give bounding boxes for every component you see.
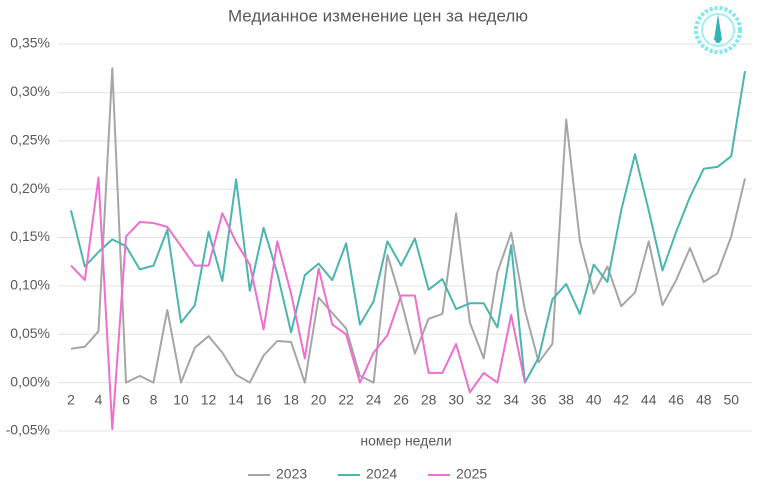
x-tick-label: 4 bbox=[95, 392, 103, 408]
y-tick-label: 0,25% bbox=[10, 131, 50, 147]
x-tick-label: 14 bbox=[228, 392, 244, 408]
series-line bbox=[70, 67, 746, 384]
logo bbox=[694, 6, 742, 54]
y-tick-label: -0,05% bbox=[6, 422, 50, 438]
x-tick-label: 48 bbox=[696, 392, 712, 408]
y-tick-label: 0,35% bbox=[10, 35, 50, 51]
x-tick-label: 40 bbox=[586, 392, 602, 408]
x-tick-label: 26 bbox=[393, 392, 409, 408]
x-tick-label: 38 bbox=[558, 392, 574, 408]
x-tick-label: 28 bbox=[421, 392, 437, 408]
y-tick-label: 0,00% bbox=[10, 373, 50, 389]
x-tick-label: 12 bbox=[201, 392, 217, 408]
x-tick-label: 36 bbox=[531, 392, 547, 408]
legend-label: 2023 bbox=[276, 466, 307, 482]
y-tick-label: 0,15% bbox=[10, 228, 50, 244]
x-tick-label: 46 bbox=[668, 392, 684, 408]
x-tick-label: 18 bbox=[283, 392, 299, 408]
x-tick-label: 44 bbox=[641, 392, 657, 408]
x-tick-label: 2 bbox=[67, 392, 75, 408]
legend-label: 2025 bbox=[456, 466, 487, 482]
y-tick-label: 0,20% bbox=[10, 180, 50, 196]
x-tick-label: 34 bbox=[503, 392, 519, 408]
x-tick-label: 16 bbox=[256, 392, 272, 408]
y-tick-label: 0,05% bbox=[10, 325, 50, 341]
y-tick-label: 0,30% bbox=[10, 83, 50, 99]
x-tick-label: 30 bbox=[448, 392, 464, 408]
chart-title: Медианное изменение цен за неделю bbox=[228, 6, 528, 25]
series-line bbox=[70, 176, 526, 431]
x-tick-label: 22 bbox=[338, 392, 354, 408]
x-tick-label: 24 bbox=[366, 392, 382, 408]
x-tick-label: 32 bbox=[476, 392, 492, 408]
x-tick-label: 8 bbox=[150, 392, 158, 408]
x-tick-label: 6 bbox=[122, 392, 130, 408]
x-tick-label: 10 bbox=[173, 392, 189, 408]
x-tick-label: 20 bbox=[311, 392, 327, 408]
y-tick-label: 0,10% bbox=[10, 277, 50, 293]
legend-label: 2024 bbox=[366, 466, 397, 482]
series-line bbox=[70, 70, 746, 384]
x-tick-label: 50 bbox=[723, 392, 739, 408]
x-axis-label: номер недели bbox=[360, 433, 451, 449]
x-tick-label: 42 bbox=[613, 392, 629, 408]
